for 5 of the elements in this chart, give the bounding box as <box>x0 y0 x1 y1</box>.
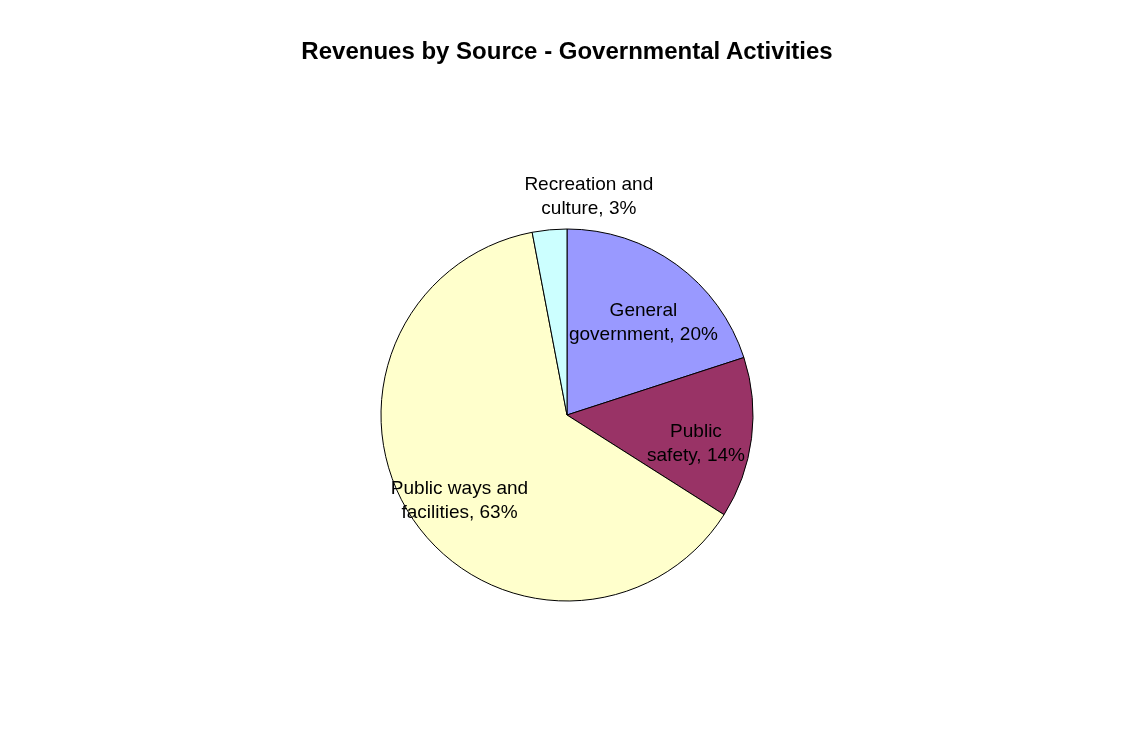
chart-title: Revenues by Source - Governmental Activities <box>301 37 833 64</box>
slice-label: Recreation and culture, 3% <box>524 173 654 219</box>
slice-label: Public ways and facilities, 63% <box>390 477 529 523</box>
slice-label: General government, 20% <box>568 298 718 344</box>
slice-label: Public safety, 14% <box>647 420 746 466</box>
